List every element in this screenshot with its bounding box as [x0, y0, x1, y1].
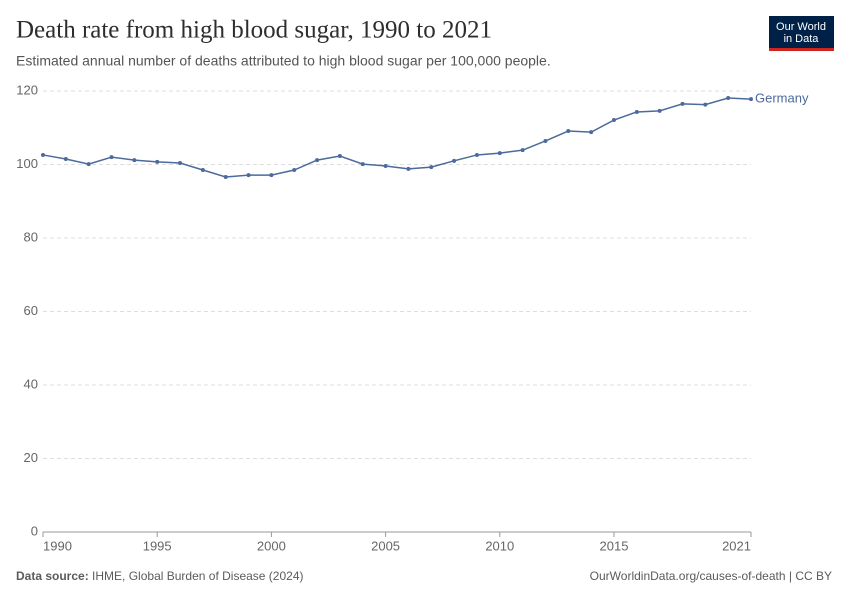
footer-source: Data source: IHME, Global Burden of Dise…: [16, 569, 303, 583]
point: [657, 108, 662, 113]
x-tick-label: 2005: [371, 538, 400, 553]
x-tick-label: 1995: [143, 538, 172, 553]
point: [634, 109, 639, 114]
x-tick-label: 1990: [43, 538, 72, 553]
series-label: Germany: [755, 91, 809, 106]
point: [589, 130, 594, 135]
point: [497, 151, 502, 156]
logo[interactable]: Our World in Data: [769, 16, 834, 51]
point: [703, 102, 708, 107]
y-tick-label: 0: [31, 523, 38, 538]
point: [406, 166, 411, 171]
point: [749, 97, 753, 102]
x-tick-label: 2015: [600, 538, 629, 553]
x-tick-label: 2000: [257, 538, 286, 553]
point: [155, 159, 160, 164]
chart-subtitle: Estimated annual number of deaths attrib…: [16, 53, 551, 69]
point: [566, 129, 571, 134]
point: [223, 174, 228, 179]
chart-title: Death rate from high blood sugar, 1990 t…: [16, 17, 492, 44]
point: [543, 138, 548, 143]
point: [429, 165, 434, 170]
y-tick-label: 120: [16, 82, 38, 97]
logo-bar: [769, 48, 834, 51]
point: [337, 154, 342, 159]
logo-text: Our World: [776, 21, 826, 33]
y-tick-label: 40: [24, 376, 38, 391]
logo-text: in Data: [784, 33, 820, 45]
source-label: Data source:: [16, 569, 89, 583]
point: [383, 163, 388, 168]
point: [41, 152, 45, 157]
point: [520, 148, 525, 153]
point: [269, 173, 274, 178]
point: [109, 155, 114, 160]
point: [726, 95, 731, 100]
footer-link[interactable]: OurWorldinData.org/causes-of-death | CC …: [590, 569, 832, 583]
point: [611, 118, 616, 123]
line: [42, 97, 752, 178]
point: [292, 168, 297, 173]
point: [315, 158, 320, 163]
point: [63, 156, 68, 161]
point: [246, 173, 251, 178]
y-tick-label: 100: [16, 156, 38, 171]
x-tick-label: 2010: [485, 538, 514, 553]
point: [452, 158, 457, 163]
point: [86, 162, 91, 167]
y-tick-label: 80: [24, 229, 38, 244]
source: IHME, Global Burden of Disease (2024): [92, 569, 303, 583]
x-tick-label: 2021: [722, 538, 751, 553]
point: [178, 161, 183, 166]
logo-box: [769, 16, 834, 50]
y-tick-label: 20: [24, 450, 38, 465]
point: [474, 152, 479, 157]
point: [132, 158, 137, 163]
point: [680, 101, 685, 106]
y-tick-label: 60: [24, 303, 38, 318]
point: [200, 168, 205, 173]
point: [360, 162, 365, 167]
